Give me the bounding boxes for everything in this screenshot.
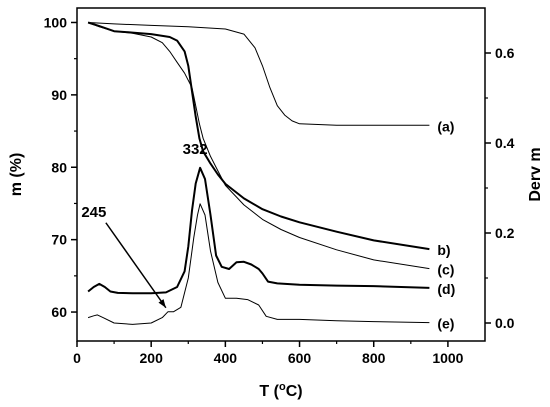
annotation-arrow-line <box>105 222 167 309</box>
series-label-3: (d) <box>437 281 455 297</box>
x-tick-label: 1000 <box>432 350 463 366</box>
x-axis-title: T (oC) <box>259 381 302 400</box>
x-tick-label: 600 <box>288 350 312 366</box>
y-right-tick-label: 0.6 <box>495 45 515 61</box>
series-label-0: (a) <box>437 118 454 134</box>
annotation-arrow-head <box>158 299 166 308</box>
series-label-2: (c) <box>437 262 454 278</box>
x-tick-label: 0 <box>73 350 81 366</box>
series-label-1: b) <box>437 242 450 258</box>
y-right-tick-label: 0.0 <box>495 315 515 331</box>
plot-frame <box>76 7 486 342</box>
series-line-4 <box>87 203 430 325</box>
y-right-tick-label: 0.4 <box>495 135 515 151</box>
series-layer <box>87 21 430 325</box>
y-right-tick-label: 0.2 <box>495 225 515 241</box>
y-left-tick-label: 100 <box>44 14 68 30</box>
y-left-tick-label: 60 <box>51 304 67 320</box>
y-left-tick-label: 70 <box>51 232 67 248</box>
annotation-1: 245 <box>81 204 106 221</box>
series-line-3 <box>87 166 430 295</box>
ticks: 0 200 400 600 800 1000 60 70 80 90 100 0.0 0.2 0.4 0.6 <box>44 14 515 366</box>
axes <box>76 7 486 342</box>
curve-labels: (a) b) (c) (d) (e) <box>437 118 455 331</box>
series-label-4: (e) <box>437 316 454 332</box>
y-left-tick-label: 80 <box>51 159 67 175</box>
x-tick-label: 400 <box>214 350 238 366</box>
series-line-2 <box>87 22 430 270</box>
series-line-0 <box>88 22 430 126</box>
y-axis-left-title: m (%) <box>8 153 25 197</box>
x-tick-label: 200 <box>140 350 164 366</box>
y-axis-right-title: Derv m <box>527 147 544 201</box>
series-line-1 <box>87 21 430 251</box>
annotation-0: 332 <box>183 141 208 158</box>
annotations: 332 245 <box>81 141 208 309</box>
x-tick-label: 800 <box>362 350 386 366</box>
y-left-tick-label: 90 <box>51 87 67 103</box>
